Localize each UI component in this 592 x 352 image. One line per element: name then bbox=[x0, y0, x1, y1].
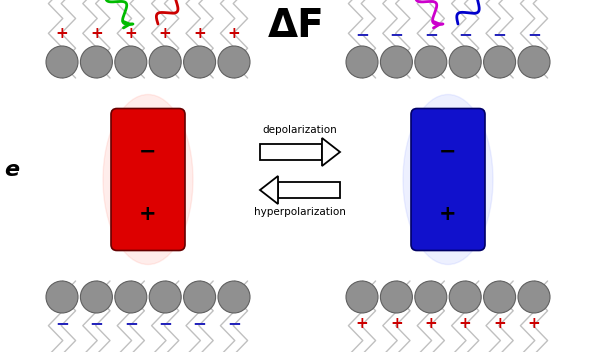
Text: −: − bbox=[458, 25, 472, 43]
FancyBboxPatch shape bbox=[411, 108, 485, 251]
Circle shape bbox=[46, 281, 78, 313]
Circle shape bbox=[415, 46, 447, 78]
Text: +: + bbox=[356, 315, 368, 331]
Text: +: + bbox=[90, 26, 103, 42]
Ellipse shape bbox=[403, 94, 493, 264]
Text: +: + bbox=[228, 26, 240, 42]
Text: +: + bbox=[139, 205, 157, 225]
Ellipse shape bbox=[103, 94, 193, 264]
Bar bbox=[260, 144, 322, 160]
Polygon shape bbox=[322, 138, 340, 166]
Circle shape bbox=[346, 281, 378, 313]
Text: −: − bbox=[55, 314, 69, 332]
Text: −: − bbox=[192, 314, 207, 332]
Polygon shape bbox=[260, 176, 278, 204]
Text: −: − bbox=[424, 25, 437, 43]
Text: +: + bbox=[193, 26, 206, 42]
Ellipse shape bbox=[127, 140, 169, 219]
Circle shape bbox=[518, 281, 550, 313]
Circle shape bbox=[81, 281, 112, 313]
Text: −: − bbox=[89, 314, 104, 332]
FancyBboxPatch shape bbox=[111, 108, 185, 251]
Circle shape bbox=[149, 46, 181, 78]
Text: e: e bbox=[4, 159, 20, 180]
Text: +: + bbox=[439, 205, 457, 225]
Circle shape bbox=[184, 281, 215, 313]
Circle shape bbox=[115, 281, 147, 313]
Text: hyperpolarization: hyperpolarization bbox=[254, 207, 346, 217]
Text: ΔF: ΔF bbox=[268, 7, 324, 45]
Text: +: + bbox=[527, 315, 540, 331]
Text: −: − bbox=[227, 314, 241, 332]
Text: −: − bbox=[527, 25, 541, 43]
Text: −: − bbox=[139, 142, 157, 162]
Text: −: − bbox=[355, 25, 369, 43]
Text: +: + bbox=[493, 315, 506, 331]
Circle shape bbox=[381, 281, 413, 313]
Circle shape bbox=[518, 46, 550, 78]
Circle shape bbox=[149, 281, 181, 313]
Circle shape bbox=[184, 46, 215, 78]
Text: +: + bbox=[124, 26, 137, 42]
Ellipse shape bbox=[427, 140, 469, 219]
Circle shape bbox=[484, 46, 516, 78]
Circle shape bbox=[449, 281, 481, 313]
Text: −: − bbox=[390, 25, 403, 43]
Bar bbox=[278, 182, 340, 198]
Circle shape bbox=[46, 46, 78, 78]
Circle shape bbox=[381, 46, 413, 78]
Text: depolarization: depolarization bbox=[263, 125, 337, 135]
Text: +: + bbox=[390, 315, 403, 331]
Text: −: − bbox=[158, 314, 172, 332]
Circle shape bbox=[346, 46, 378, 78]
Text: +: + bbox=[159, 26, 172, 42]
Circle shape bbox=[449, 46, 481, 78]
Text: −: − bbox=[493, 25, 507, 43]
Circle shape bbox=[218, 281, 250, 313]
Text: +: + bbox=[459, 315, 472, 331]
Circle shape bbox=[415, 281, 447, 313]
Circle shape bbox=[484, 281, 516, 313]
Circle shape bbox=[218, 46, 250, 78]
Text: −: − bbox=[439, 142, 457, 162]
Text: +: + bbox=[56, 26, 68, 42]
Circle shape bbox=[81, 46, 112, 78]
Ellipse shape bbox=[417, 121, 479, 238]
Ellipse shape bbox=[117, 121, 179, 238]
Circle shape bbox=[115, 46, 147, 78]
Text: −: − bbox=[124, 314, 138, 332]
Text: +: + bbox=[424, 315, 437, 331]
